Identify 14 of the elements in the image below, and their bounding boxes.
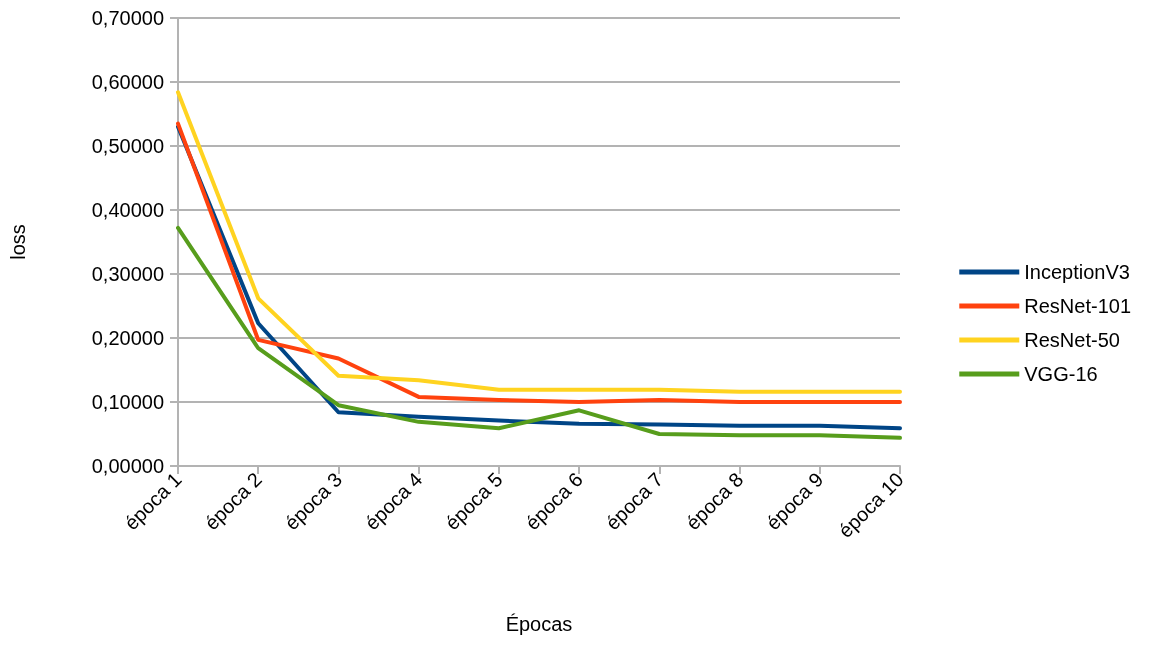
y-tick-label: 0,20000: [91, 327, 164, 349]
y-tick-label: 0,70000: [91, 7, 164, 29]
y-axis-title: loss: [7, 224, 29, 260]
y-tick-label: 0,50000: [91, 135, 164, 157]
legend-label: ResNet-101: [1024, 295, 1131, 317]
legend-label: InceptionV3: [1024, 261, 1130, 283]
y-tick-label: 0,10000: [91, 391, 164, 413]
y-tick-label: 0,60000: [91, 71, 164, 93]
legend-label: ResNet-50: [1024, 329, 1120, 351]
x-axis-title: Épocas: [505, 613, 573, 635]
y-tick-label: 0,00000: [91, 455, 164, 477]
legend-label: VGG-16: [1024, 363, 1098, 385]
y-tick-label: 0,30000: [91, 263, 164, 285]
y-tick-label: 0,40000: [91, 199, 164, 221]
